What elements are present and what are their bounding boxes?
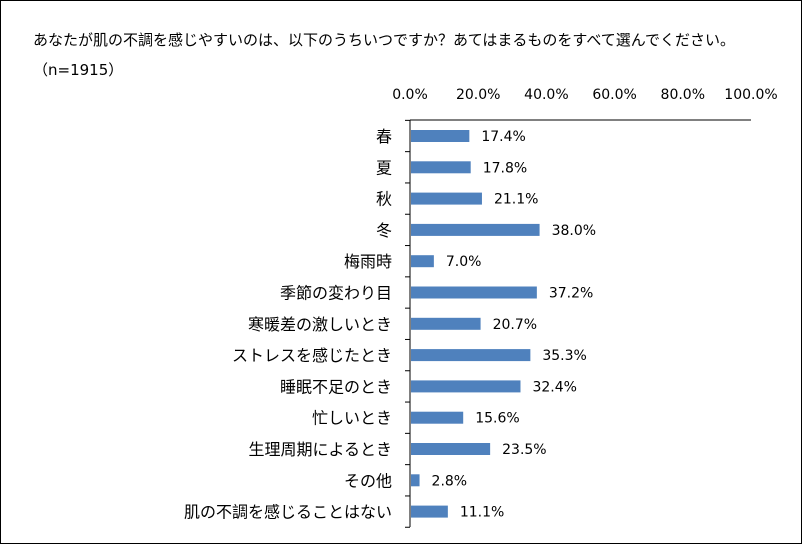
data-label: 38.0%	[552, 223, 596, 239]
bar	[411, 223, 540, 236]
category-label: 寒暖差の激しいとき	[248, 315, 392, 334]
data-label: 21.1%	[494, 192, 538, 208]
data-label: 11.1%	[460, 505, 504, 521]
category-label: ストレスを感じたとき	[232, 346, 392, 365]
data-label: 17.8%	[483, 160, 527, 176]
category-label: 冬	[376, 221, 392, 240]
category-label: 睡眠不足のとき	[280, 377, 392, 396]
bar	[411, 411, 464, 424]
bar	[411, 161, 471, 174]
category-label: 肌の不調を感じることはない	[184, 503, 392, 522]
data-label: 32.4%	[532, 379, 576, 395]
data-label: 15.6%	[475, 411, 519, 427]
category-label: 春	[376, 127, 392, 146]
chart-title: あなたが肌の不調を感じやすいのは、以下のうちいつですか？あてはまるものをすべて選…	[33, 31, 736, 79]
data-label: 23.5%	[502, 442, 546, 458]
bar	[411, 192, 482, 205]
category-label: 夏	[376, 158, 392, 177]
category-label: 秋	[376, 190, 392, 209]
bar	[411, 130, 470, 142]
bar	[411, 474, 420, 487]
bar	[411, 380, 521, 393]
category-label: 生理周期によるとき	[248, 440, 392, 459]
bar	[411, 255, 434, 268]
x-tick-label: 100.0%	[724, 87, 777, 103]
data-label: 20.7%	[493, 317, 537, 333]
bar	[411, 349, 531, 362]
category-label: 季節の変わり目	[280, 284, 392, 303]
category-label: その他	[344, 471, 392, 490]
x-tick-label: 60.0%	[592, 87, 636, 103]
data-label: 17.4%	[481, 129, 525, 145]
data-label: 7.0%	[446, 254, 482, 270]
data-label: 37.2%	[549, 286, 593, 302]
x-tick-label: 0.0%	[392, 87, 428, 103]
bar	[411, 443, 491, 455]
category-label: 忙しいとき	[312, 409, 392, 428]
bar	[411, 317, 481, 330]
category-label: 梅雨時	[344, 252, 392, 271]
x-tick-label: 40.0%	[524, 87, 568, 103]
x-tick-label: 80.0%	[661, 87, 705, 103]
bar	[411, 505, 448, 518]
x-tick-label: 20.0%	[456, 87, 500, 103]
data-label: 35.3%	[542, 348, 586, 364]
data-label: 2.8%	[432, 473, 468, 489]
bar	[411, 286, 537, 299]
